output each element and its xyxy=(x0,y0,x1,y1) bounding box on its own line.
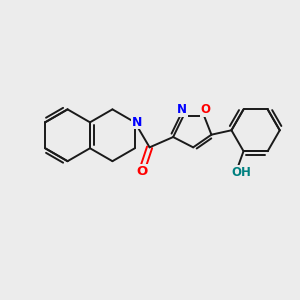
Text: N: N xyxy=(177,103,187,116)
Text: O: O xyxy=(200,103,210,116)
Text: N: N xyxy=(132,116,142,129)
Text: OH: OH xyxy=(232,166,252,179)
Text: O: O xyxy=(136,165,148,178)
